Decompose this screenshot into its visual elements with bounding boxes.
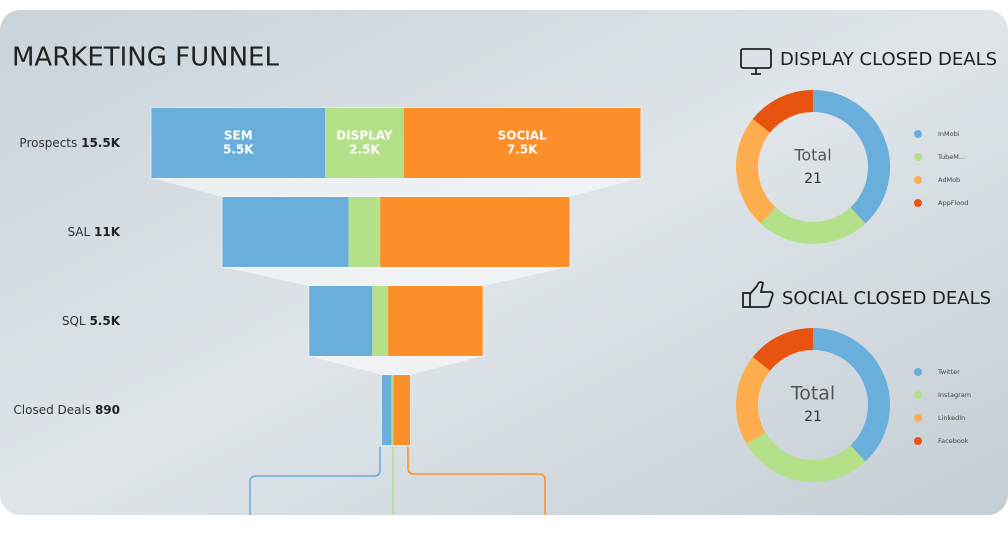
stage-total: 11K (94, 225, 121, 239)
stage-name: Closed Deals (13, 403, 91, 417)
sem-line (249, 447, 381, 515)
connector-lines (249, 447, 546, 515)
funnel-segment (403, 108, 641, 178)
donut-total-label: Total (790, 383, 835, 405)
donut-total: 21 (804, 171, 822, 187)
legend-label: InMobi (938, 130, 960, 138)
legend-dot (914, 130, 922, 138)
donut-segment (736, 118, 776, 224)
legend-label: LinkedIn (938, 414, 965, 422)
legend-dot (914, 414, 922, 422)
legend-dot (914, 391, 922, 399)
segment-value: 7.5K (507, 143, 538, 157)
funnel-segment (380, 197, 570, 267)
funnel-segment (309, 286, 373, 356)
donut-segment (736, 356, 771, 444)
stage-name: SAL (67, 225, 90, 239)
donut-segment (752, 328, 814, 372)
stage-total: 890 (95, 403, 120, 417)
donut-total-label: Total (793, 146, 831, 165)
thumbs-icon (742, 281, 774, 308)
funnel-connector (151, 178, 641, 197)
funnel-segment (151, 108, 326, 178)
legend-label: Facebook (938, 437, 969, 445)
funnel-segment (222, 197, 349, 267)
donut-segment (760, 207, 866, 244)
funnel-segment (325, 108, 404, 178)
funnel-segment (393, 375, 411, 445)
legend-label: TubeM... (937, 153, 965, 161)
funnel-segment (388, 286, 483, 356)
legend-dot (914, 176, 922, 184)
social-line (407, 447, 546, 515)
donut-segment (746, 432, 866, 482)
funnel-connector (222, 267, 570, 286)
funnel-segment (348, 197, 381, 267)
segment-name: DISPLAY (336, 129, 393, 143)
funnel-connector (309, 356, 483, 375)
legend-label: Instagram (938, 391, 971, 399)
stage-name: SQL (62, 314, 86, 328)
stage-label: Closed Deals 890 (13, 403, 120, 417)
segment-name: SEM (224, 129, 253, 143)
stage-label: Prospects 15.5K (19, 136, 120, 150)
segment-value: 5.5K (223, 143, 254, 157)
segment-name: SOCIAL (498, 129, 547, 143)
funnel-title: MARKETING FUNNEL (12, 43, 279, 73)
donut-segment (752, 90, 814, 134)
segment-value: 2.5K (349, 143, 380, 157)
stage-total: 5.5K (89, 314, 120, 328)
stage-label: SQL 5.5K (62, 314, 121, 328)
legend-label: Twitter (937, 368, 960, 376)
legend-label: AppFlood (938, 199, 968, 207)
donut-segment (812, 90, 890, 224)
legend-dot (914, 368, 922, 376)
stage-label: SAL 11K (67, 225, 120, 239)
donut-title: SOCIAL CLOSED DEALS (782, 288, 991, 309)
donut-total: 21 (804, 409, 822, 425)
legend-label: AdMob (938, 176, 960, 184)
donut-segment (812, 328, 890, 462)
stage-total: 15.5K (81, 136, 121, 150)
monitor-icon (740, 48, 772, 75)
funnel-segment (381, 375, 392, 445)
legend-dot (914, 153, 922, 161)
legend-dot (914, 437, 922, 445)
donut-title: DISPLAY CLOSED DEALS (780, 49, 997, 70)
funnel-segment (391, 375, 394, 445)
legend-dot (914, 199, 922, 207)
stage-name: Prospects (19, 136, 77, 150)
funnel-segment (372, 286, 389, 356)
